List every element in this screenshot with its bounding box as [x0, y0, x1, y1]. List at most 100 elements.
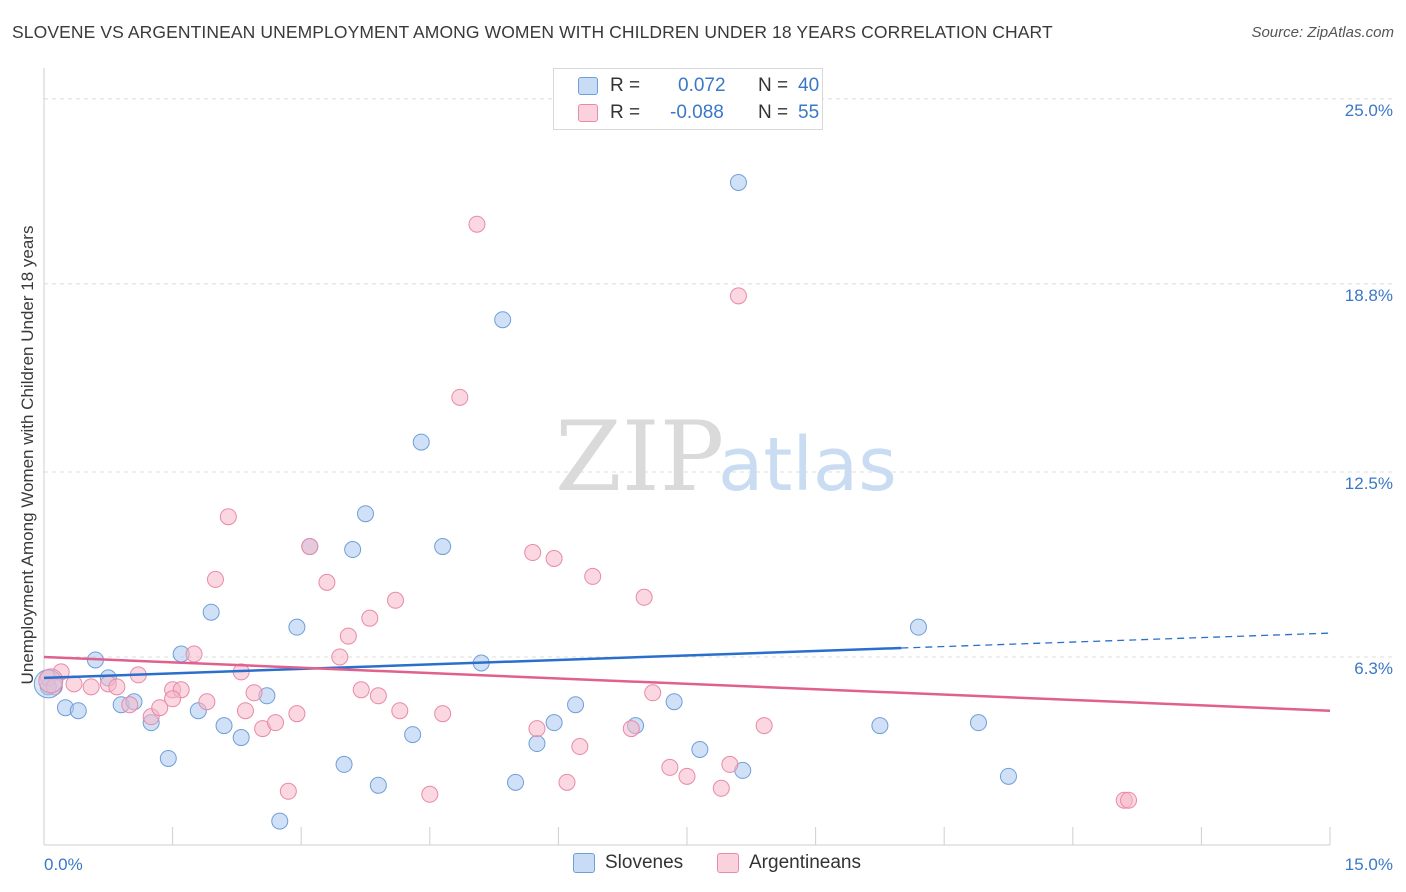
point-argentineans	[571, 738, 589, 756]
x-tick-label: 15.0%	[1345, 855, 1393, 874]
y-tick-label: 25.0%	[1345, 101, 1393, 120]
legend-n-label: N =	[758, 102, 789, 123]
point-argentineans	[622, 720, 640, 738]
axes	[43, 68, 1331, 846]
point-slovenes	[404, 726, 422, 744]
point-argentineans	[108, 678, 126, 696]
point-slovenes	[545, 714, 563, 732]
point-argentineans	[206, 570, 224, 588]
point-slovenes	[357, 505, 374, 523]
point-argentineans	[644, 684, 662, 702]
point-argentineans	[755, 717, 773, 735]
point-argentineans	[331, 648, 349, 666]
y-tick-label: 12.5%	[1345, 474, 1393, 493]
point-slovenes	[69, 702, 87, 720]
legend-n-value: 55	[798, 102, 820, 123]
point-argentineans	[451, 388, 469, 406]
point-argentineans	[528, 720, 546, 738]
point-argentineans	[361, 609, 379, 627]
point-slovenes	[434, 538, 452, 556]
watermark-zip: ZIP	[555, 401, 724, 513]
watermark-atlas: atlas	[718, 422, 897, 508]
point-argentineans	[279, 782, 297, 800]
point-argentineans	[151, 699, 169, 717]
point-argentineans	[236, 702, 254, 720]
point-slovenes	[232, 729, 250, 747]
point-slovenes	[271, 812, 289, 830]
tick-labels: 6.3% 12.5% 18.8% 25.0% 0.0% 15.0%	[44, 101, 1393, 874]
point-slovenes	[494, 311, 512, 329]
legend-swatch-slovenes	[578, 77, 598, 95]
point-argentineans	[245, 684, 263, 702]
bottom-legend-swatch-slovenes	[573, 853, 595, 873]
point-argentineans	[661, 758, 679, 776]
point-argentineans	[219, 508, 237, 526]
legend-n-value: 40	[798, 75, 820, 96]
point-argentineans	[712, 779, 730, 797]
point-slovenes	[202, 603, 220, 621]
y-tick-label: 18.8%	[1345, 286, 1393, 305]
legend: R = 0.072 N = 40 R = -0.088 N = 55	[553, 68, 823, 130]
point-argentineans	[301, 538, 319, 556]
bottom-legend-swatch-argentineans	[717, 853, 739, 873]
point-argentineans	[391, 702, 409, 720]
point-slovenes	[369, 776, 387, 794]
point-argentineans	[38, 668, 64, 694]
point-slovenes	[507, 773, 525, 791]
point-argentineans	[198, 693, 216, 711]
point-slovenes	[344, 541, 362, 559]
point-slovenes	[567, 696, 585, 714]
x-tick-label: 0.0%	[44, 855, 83, 874]
legend-r-value: 0.072	[678, 75, 726, 96]
point-slovenes	[729, 173, 747, 191]
legend-r-label: R =	[610, 75, 641, 96]
bottom-legend-label-argentineans: Argentineans	[749, 852, 861, 873]
point-slovenes	[159, 749, 177, 767]
point-argentineans	[635, 588, 653, 606]
trend-line-slovenes	[43, 646, 902, 680]
legend-n-label: N =	[758, 75, 789, 96]
trend-line-slovenes-extension	[901, 632, 1331, 649]
point-slovenes	[691, 740, 709, 758]
point-argentineans	[318, 573, 336, 591]
legend-swatch-argentineans	[578, 104, 598, 122]
point-argentineans	[678, 767, 696, 785]
point-slovenes	[288, 618, 306, 636]
point-argentineans	[369, 687, 387, 705]
point-argentineans	[468, 215, 486, 233]
grid	[44, 98, 1392, 658]
point-argentineans	[266, 714, 284, 732]
point-slovenes	[909, 618, 927, 636]
point-argentineans	[164, 690, 182, 708]
point-argentineans	[387, 591, 405, 609]
point-argentineans	[339, 627, 357, 645]
chart-title: SLOVENE VS ARGENTINEAN UNEMPLOYMENT AMON…	[12, 22, 1053, 42]
point-slovenes	[969, 714, 987, 732]
point-argentineans	[352, 681, 370, 699]
point-slovenes	[528, 735, 546, 753]
points	[33, 173, 1138, 830]
point-argentineans	[185, 645, 203, 663]
trend-line-argentineans	[43, 655, 1331, 712]
watermark: ZIP atlas	[555, 401, 897, 513]
legend-r-label: R =	[610, 102, 641, 123]
point-argentineans	[721, 755, 739, 773]
point-slovenes	[1000, 767, 1017, 785]
y-tick-label: 6.3%	[1354, 659, 1393, 678]
point-slovenes	[335, 755, 353, 773]
trend-lines	[43, 632, 1331, 712]
point-argentineans	[82, 678, 100, 696]
point-argentineans	[1120, 791, 1138, 809]
point-slovenes	[871, 717, 889, 735]
point-argentineans	[288, 705, 306, 723]
point-argentineans	[558, 773, 576, 791]
point-argentineans	[729, 287, 747, 305]
point-slovenes	[665, 693, 683, 711]
point-argentineans	[121, 696, 139, 714]
point-argentineans	[434, 705, 452, 723]
point-argentineans	[584, 567, 602, 585]
point-argentineans	[421, 785, 439, 803]
legend-r-value: -0.088	[670, 102, 724, 123]
point-slovenes	[215, 717, 233, 735]
